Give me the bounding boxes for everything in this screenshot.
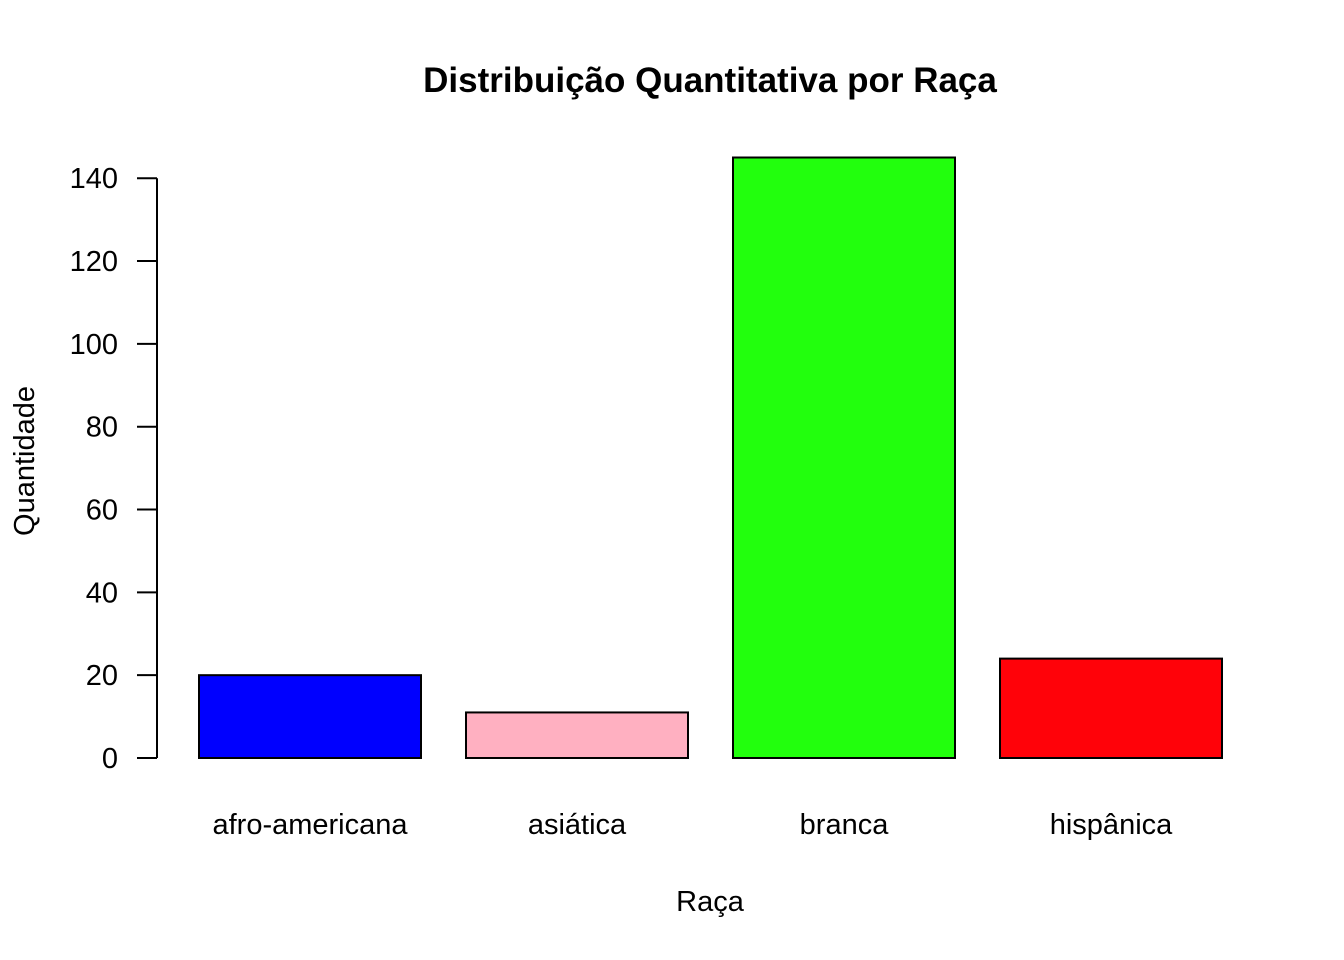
bar-branca	[732, 156, 956, 759]
y-tick-label: 0	[102, 743, 118, 775]
y-tick-label: 80	[86, 412, 118, 444]
y-tick-label: 40	[86, 577, 118, 609]
x-tick-label: hispânica	[1050, 809, 1173, 841]
y-tick-label: 100	[70, 329, 118, 361]
x-tick-label: asiática	[528, 809, 627, 841]
y-tick-label: 20	[86, 660, 118, 692]
y-tick-label: 140	[70, 163, 118, 195]
bar-asiática	[465, 711, 689, 759]
chart-title: Distribuição Quantitativa por Raça	[423, 61, 997, 100]
x-axis-label: Raça	[676, 886, 745, 918]
x-tick-labels: afro-americana asiática branca hispânica	[212, 809, 1173, 841]
y-tick-label: 120	[70, 246, 118, 278]
bar-afro-americana	[198, 674, 422, 760]
x-tick-label: branca	[800, 809, 890, 841]
bars-group	[198, 156, 1223, 760]
y-axis-label: Quantidade	[9, 386, 41, 536]
bar-hispânica	[999, 657, 1223, 759]
x-tick-label: afro-americana	[212, 809, 408, 841]
y-tick-label: 60	[86, 495, 118, 527]
y-axis: 0 20 40 60 80 100 120 140	[70, 163, 158, 775]
